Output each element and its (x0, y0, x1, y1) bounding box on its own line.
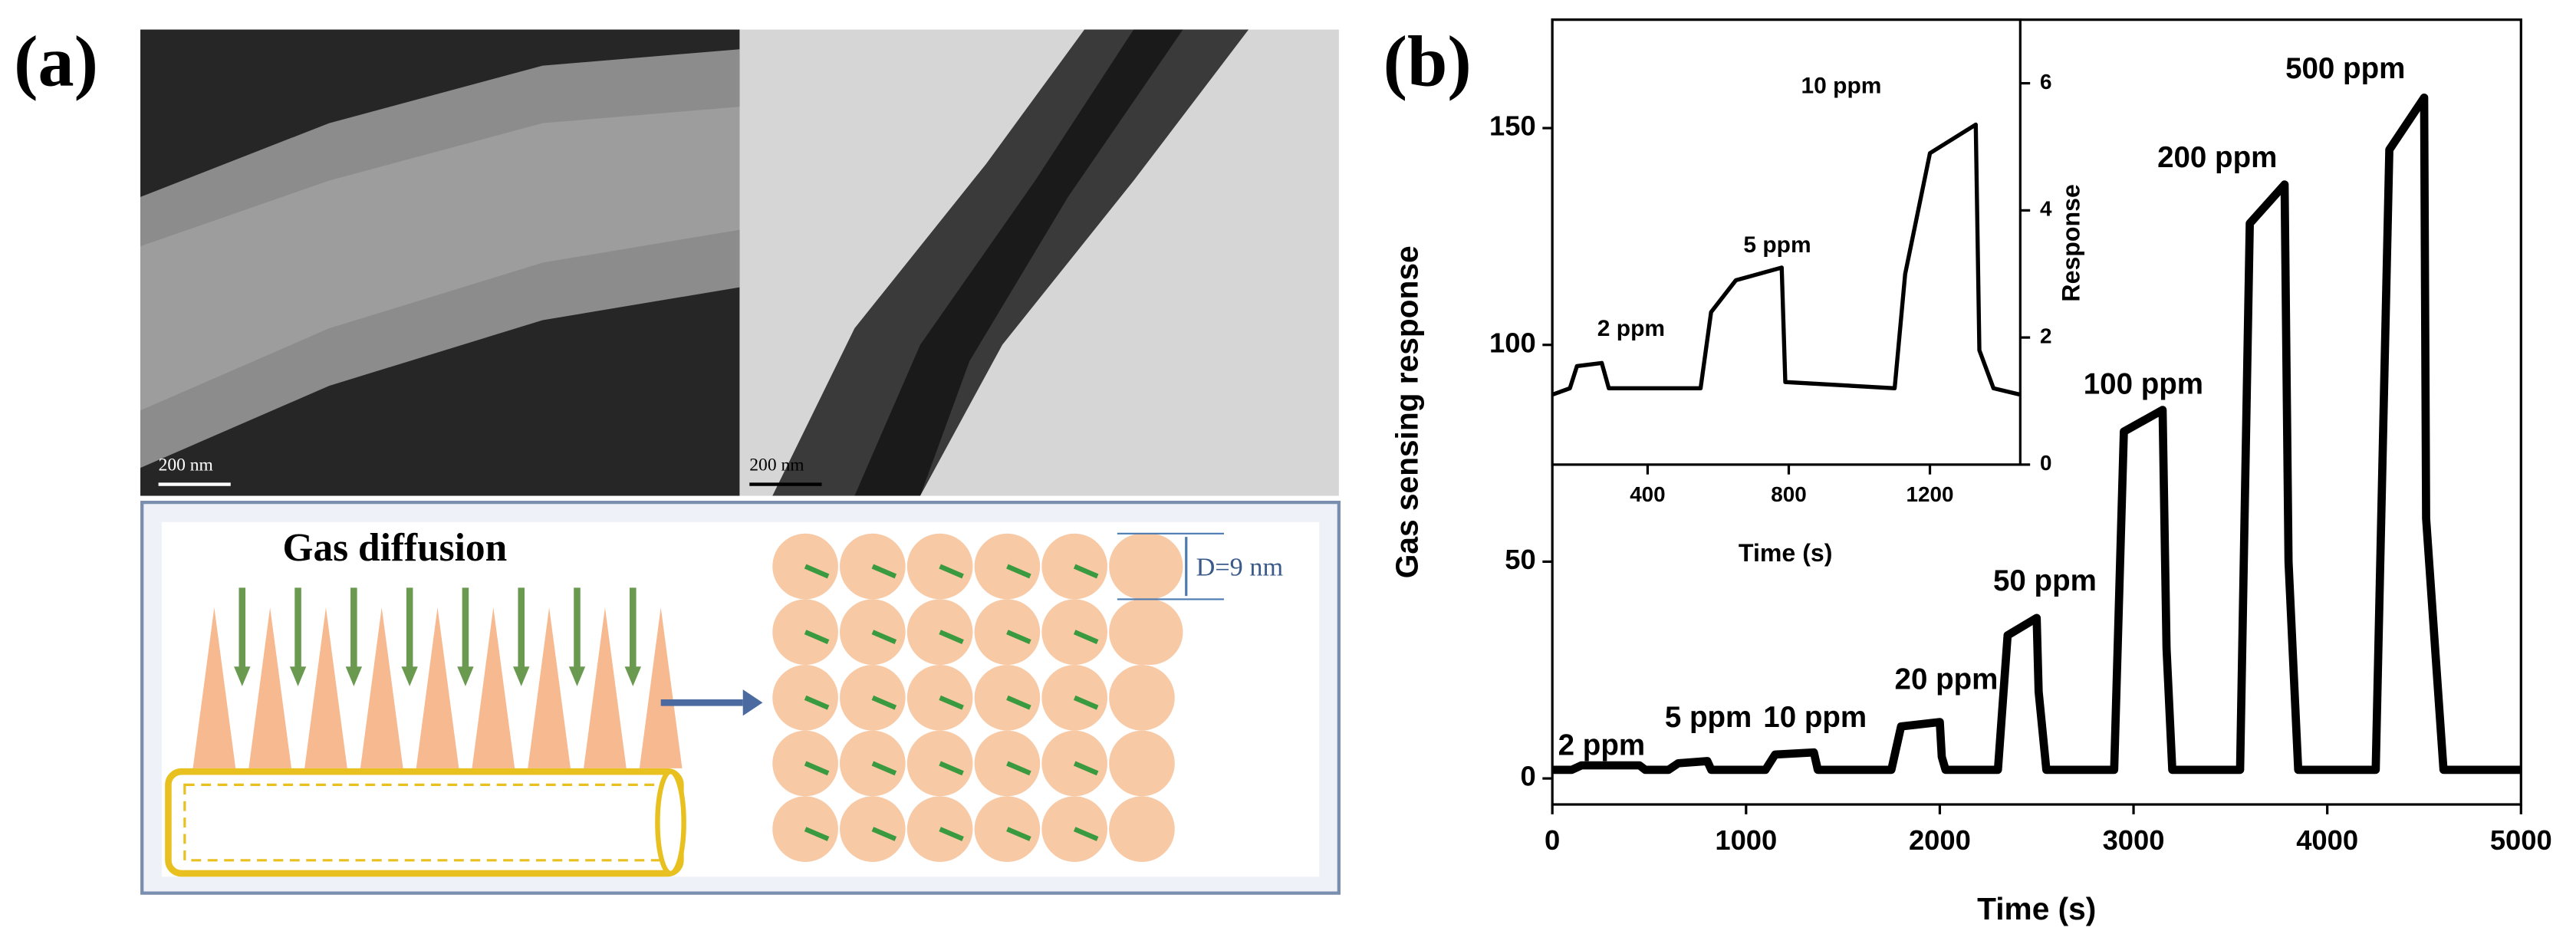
grain-mark (804, 827, 830, 841)
grain-mark (939, 827, 964, 841)
grain-mark (939, 564, 964, 579)
grain-mark (1006, 630, 1031, 645)
scale-bar-label: 200 nm (749, 455, 804, 475)
annotation: 10 ppm (1763, 701, 1867, 734)
spike (472, 607, 515, 768)
grain-mark (804, 761, 830, 776)
grain-mark (1073, 827, 1099, 841)
annotation: 2 ppm (1558, 729, 1645, 761)
gas-arrow-head (401, 666, 418, 686)
spike (639, 607, 683, 768)
grain-mark (1006, 827, 1031, 841)
x-tick-label: 1200 (1907, 482, 1954, 506)
x-tick-label: 400 (1630, 482, 1665, 506)
annotation: 500 ppm (2285, 52, 2405, 85)
spike (584, 607, 627, 768)
y-tick-label: 0 (2040, 451, 2051, 475)
panel-label: (b) (1383, 22, 1472, 102)
spike (192, 607, 236, 768)
gas-arrow-head (234, 666, 251, 686)
grain (1117, 599, 1183, 666)
grain-mark (939, 695, 964, 710)
grain-mark (804, 564, 830, 579)
grain-mark (804, 695, 830, 710)
spike (528, 607, 571, 768)
annotation: 5 ppm (1743, 232, 1811, 258)
grain-mark (1073, 630, 1099, 645)
panel-label: (a) (14, 22, 98, 102)
x-tick-label: 4000 (2296, 824, 2358, 856)
grain-mark (939, 630, 964, 645)
gas-arrow-head (345, 666, 363, 686)
inset-background (1552, 19, 2021, 465)
grain (1117, 533, 1183, 600)
x-axis-label: Time (s) (1739, 539, 1833, 567)
gas-arrow-head (624, 666, 641, 686)
annotation: 50 ppm (1993, 564, 2097, 597)
gas-arrow-head (457, 666, 474, 686)
annotation: 20 ppm (1895, 663, 1999, 696)
x-tick-label: 800 (1771, 482, 1806, 506)
y-tick-label: 6 (2040, 70, 2051, 94)
y-tick-label: 100 (1489, 327, 1536, 358)
grain (1109, 730, 1175, 797)
gas-arrow-head (289, 666, 307, 686)
y-axis-label: Gas sensing response (1390, 245, 1425, 578)
grain-mark (1073, 695, 1099, 710)
x-tick-label: 2000 (1909, 824, 1971, 856)
data-line (1552, 94, 2522, 775)
annotation: 2 ppm (1597, 316, 1665, 341)
grain-mark (1006, 695, 1031, 710)
y-tick-label: 0 (1521, 761, 1536, 792)
x-tick-label: 0 (1545, 824, 1560, 856)
y-tick-label: 4 (2040, 197, 2052, 221)
axes-frame (1551, 18, 2022, 466)
y-axis-label: Response (2057, 184, 2084, 301)
x-axis-label: Time (s) (1977, 891, 2096, 926)
grain-mark (871, 827, 897, 841)
grain-mark (871, 695, 897, 710)
scale-bar-label: 200 nm (159, 455, 213, 475)
dimension-label: D=9 nm (1196, 553, 1284, 582)
grain-mark (1006, 761, 1031, 776)
diagram (140, 500, 1341, 895)
grain (1109, 796, 1175, 862)
data-line (1551, 122, 2021, 397)
sem-image (140, 29, 740, 496)
annotation: 10 ppm (1801, 73, 1882, 98)
annotation: 200 ppm (2157, 141, 2277, 174)
y-tick-label: 2 (2040, 324, 2051, 347)
grain-mark (804, 630, 830, 645)
y-tick-label: 50 (1505, 544, 1535, 575)
tem-image (739, 29, 1339, 496)
grain-mark (1073, 761, 1099, 776)
inset-chart: 400 800 1200 0 2 4 6 Time (s) Response 2 ppm 5 ppm… (1551, 18, 2084, 567)
grain-mark (939, 761, 964, 776)
grain-mark (871, 630, 897, 645)
grain-mark (1073, 564, 1099, 579)
y-tick-label: 150 (1489, 110, 1536, 142)
gas-arrow-head (513, 666, 530, 686)
x-tick-label: 1000 (1715, 824, 1777, 856)
grain-mark (871, 761, 897, 776)
gas-arrow-head (568, 666, 586, 686)
grain-mark (1006, 564, 1031, 579)
annotation: 5 ppm (1665, 701, 1752, 734)
x-tick-label: 5000 (2490, 824, 2552, 856)
grain-mark (871, 564, 897, 579)
spike (360, 607, 403, 768)
spike (248, 607, 291, 768)
spike (304, 607, 347, 768)
x-tick-label: 3000 (2103, 824, 2165, 856)
spike (416, 607, 459, 768)
diagram-title: Gas diffusion (283, 526, 508, 570)
grain (1109, 665, 1175, 731)
annotation: 100 ppm (2084, 367, 2203, 400)
